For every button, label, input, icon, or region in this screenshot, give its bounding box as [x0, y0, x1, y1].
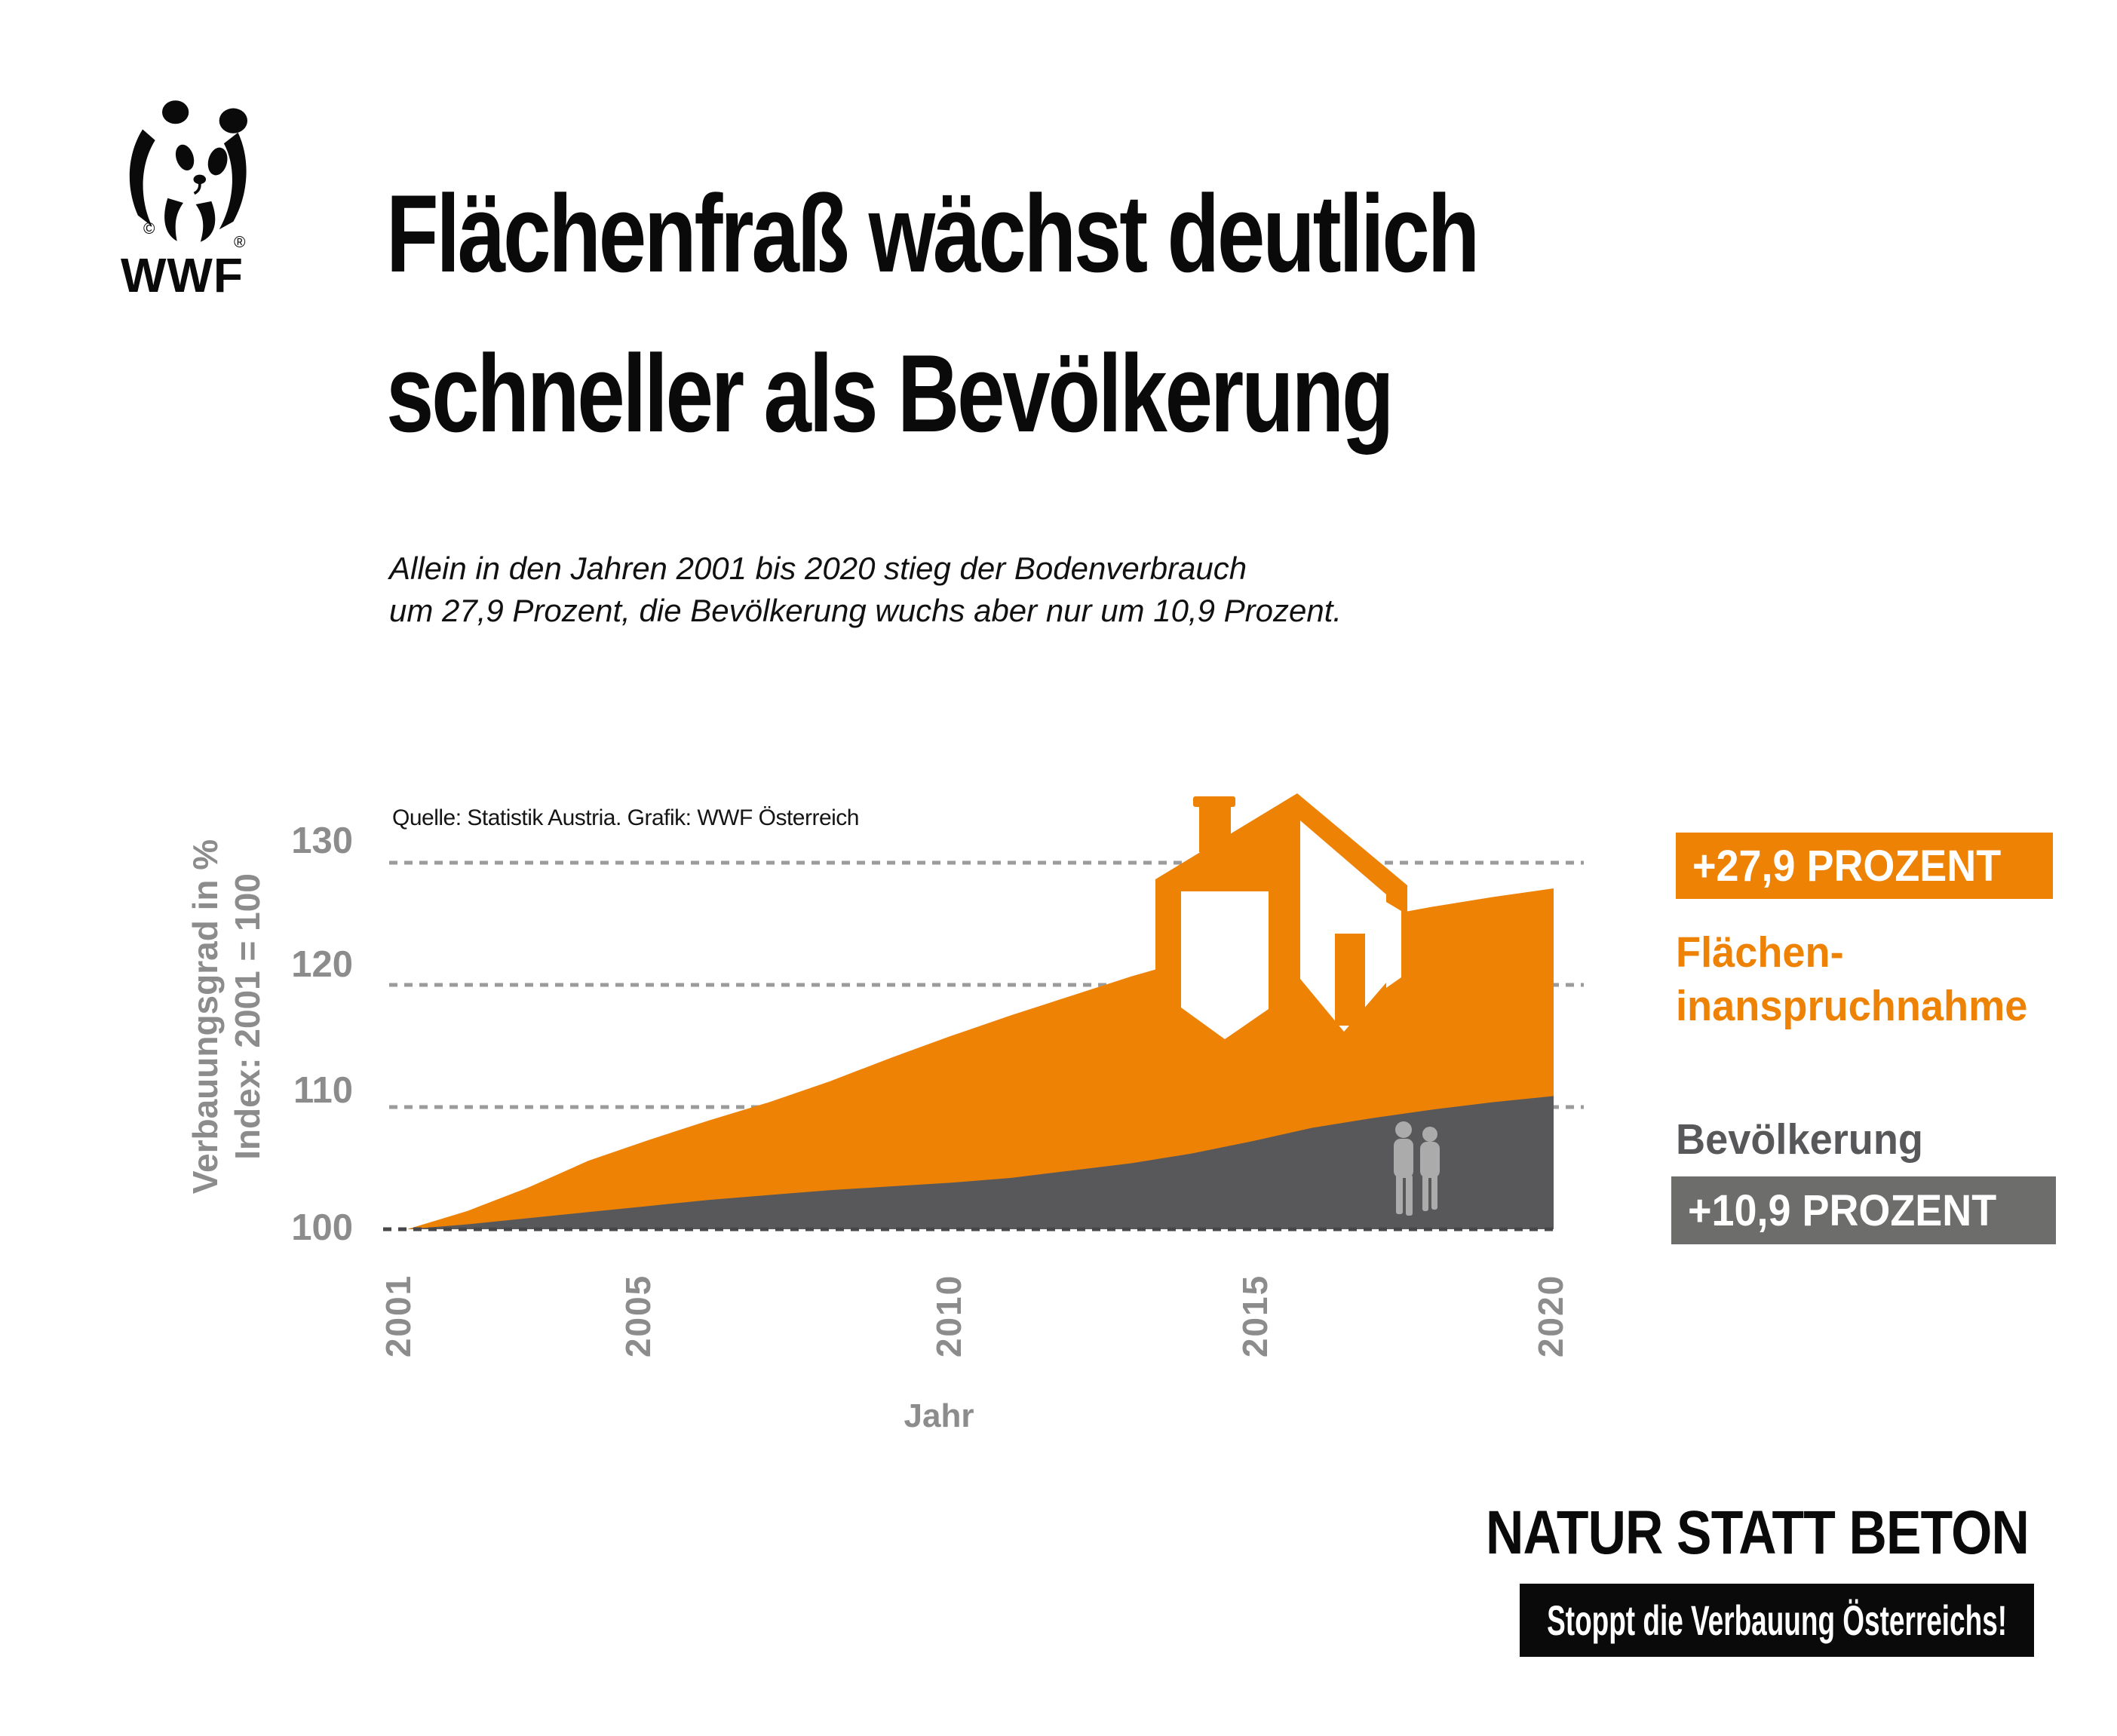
- bevoelkerung-percent-text: +10,9 PROZENT: [1688, 1185, 1997, 1235]
- wwf-panda-icon: [129, 100, 247, 242]
- wwf-wordmark: WWF: [121, 248, 244, 302]
- flaeche-series-label-line2: inanspruchnahme: [1676, 982, 2028, 1030]
- x-tick-2001: 2001: [379, 1274, 418, 1358]
- x-tick-2005: 2005: [618, 1274, 658, 1358]
- page-title: Flächenfraß wächst deutlich schneller al…: [386, 154, 1480, 474]
- y-tick-130: 130: [291, 820, 353, 861]
- registered-mark: ®: [234, 234, 246, 251]
- flaeche-percent-text: +27,9 PROZENT: [1692, 841, 2002, 891]
- people-icon: [1394, 1121, 1440, 1216]
- x-axis-title: Jahr: [904, 1397, 974, 1434]
- flaeche-percent-badge: +27,9 PROZENT: [1676, 833, 2053, 899]
- chart-decorations: [1155, 793, 1440, 1216]
- copyright-mark: ©: [143, 220, 155, 238]
- campaign-badge: Stoppt die Verbauung Österreichs!: [1520, 1584, 2034, 1657]
- page-subtitle-line1: Allein in den Jahren 2001 bis 2020 stieg…: [389, 551, 1247, 586]
- area-bevoelkerung: [407, 1096, 1554, 1229]
- y-tick-110: 110: [293, 1070, 353, 1111]
- campaign-badge-text: Stoppt die Verbauung Österreichs!: [1547, 1596, 2007, 1644]
- x-tick-2020: 2020: [1531, 1274, 1570, 1358]
- page-title-line1: Flächenfraß wächst deutlich: [386, 172, 1480, 295]
- house-icon: [1155, 793, 1407, 1050]
- x-tick-2015: 2015: [1235, 1274, 1275, 1358]
- area-chart: [383, 793, 1584, 1231]
- y-tick-100: 100: [291, 1207, 353, 1248]
- page-subtitle: Allein in den Jahren 2001 bis 2020 stieg…: [389, 547, 1342, 632]
- campaign-slogan: NATUR STATT BETON: [1486, 1498, 2030, 1567]
- source-note: Quelle: Statistik Austria. Grafik: WWF Ö…: [392, 805, 859, 830]
- bevoelkerung-series-label: Bevölkerung: [1676, 1115, 1924, 1164]
- y-axis-title-line2: Index: 2001 = 100: [228, 873, 267, 1160]
- y-axis-title-line1: Verbauungsgrad in %: [186, 839, 225, 1195]
- flaeche-series-label-line1: Flächen-: [1676, 928, 1844, 977]
- y-tick-120: 120: [291, 944, 353, 985]
- x-tick-2010: 2010: [929, 1274, 968, 1358]
- wwf-logo: © ® WWF: [113, 90, 279, 317]
- page-title-line2: schneller als Bevölkerung: [386, 332, 1394, 455]
- bevoelkerung-percent-badge: +10,9 PROZENT: [1671, 1176, 2056, 1244]
- flaeche-series-label: Flächen- inanspruchnahme: [1676, 926, 2027, 1033]
- page-subtitle-line2: um 27,9 Prozent, die Bevölkerung wuchs a…: [389, 593, 1342, 628]
